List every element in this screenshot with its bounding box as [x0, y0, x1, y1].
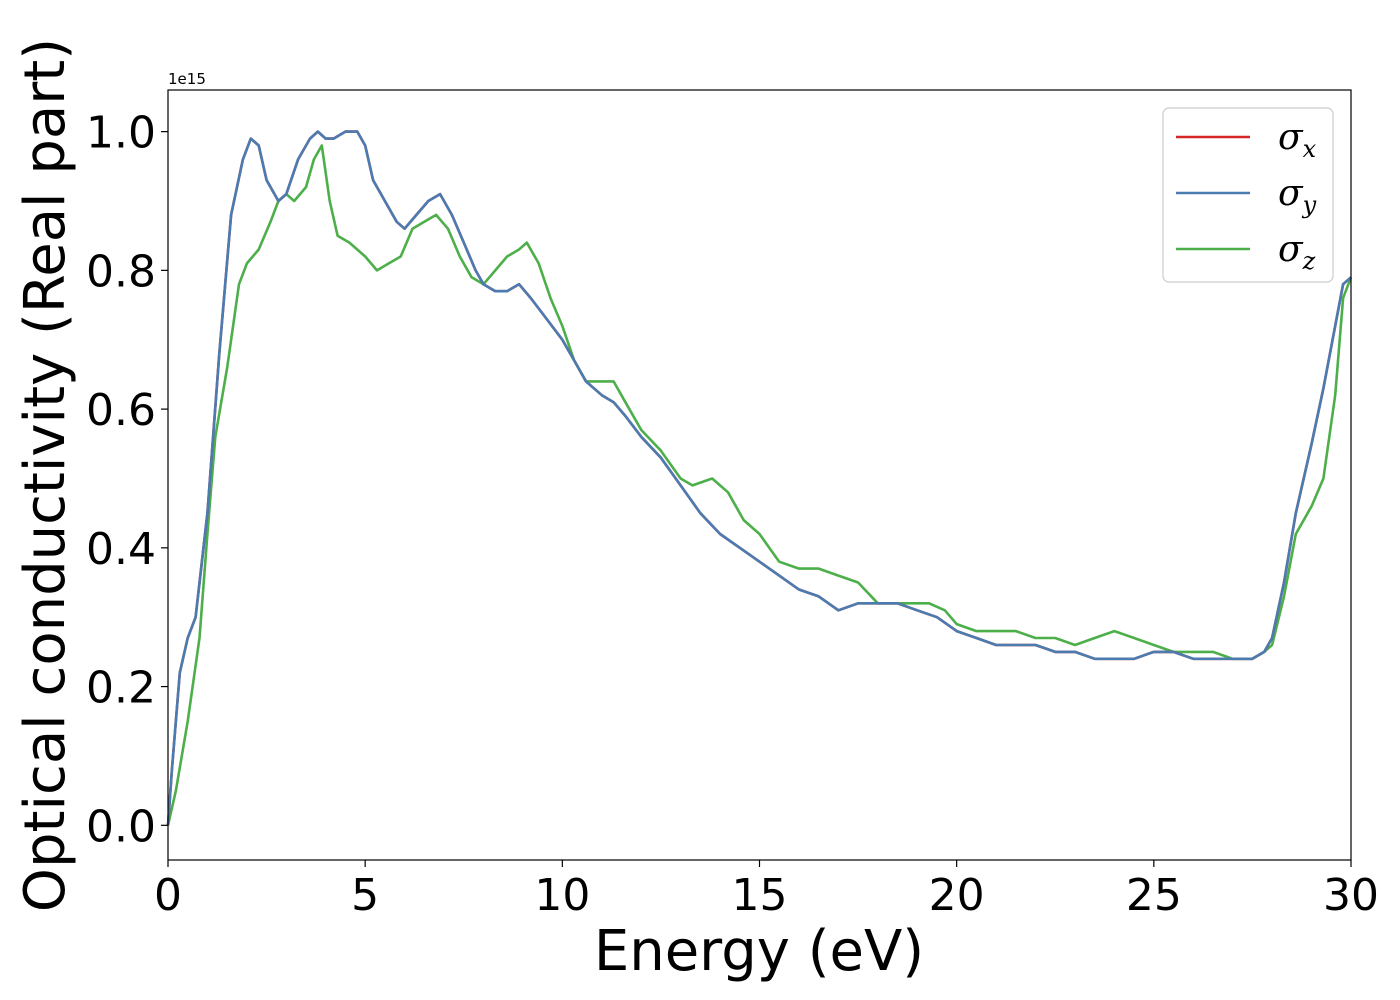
y-tick-label: 0.6 — [86, 385, 156, 436]
x-tick-label: 15 — [732, 870, 788, 921]
x-tick-label: 5 — [351, 870, 379, 921]
y-axis: 0.0 0.2 0.4 0.6 0.8 1.0 — [86, 108, 168, 852]
y-tick-label: 1.0 — [86, 108, 156, 159]
y-axis-title: Optical conductivity (Real part) — [13, 38, 78, 912]
y-tick-label: 0.8 — [86, 246, 156, 297]
y-tick-label: 0.0 — [86, 801, 156, 852]
x-tick-label: 10 — [534, 870, 590, 921]
x-axis-title: Energy (eV) — [594, 919, 924, 984]
y-tick-label: 0.2 — [86, 663, 156, 714]
x-tick-label: 0 — [154, 870, 182, 921]
legend-label-y: σy — [1278, 173, 1317, 219]
series-layer — [166, 130, 1353, 826]
legend-label-x: σx — [1278, 117, 1317, 163]
x-tick-label: 25 — [1126, 870, 1182, 921]
series-line-z — [166, 144, 1353, 826]
x-tick-label: 20 — [929, 870, 985, 921]
x-tick-label: 30 — [1323, 870, 1379, 921]
x-axis: 0 5 10 15 20 25 30 — [154, 860, 1379, 921]
legend: σx σy σz — [1162, 107, 1334, 283]
series-line-y — [166, 130, 1352, 826]
legend-label-z: σz — [1278, 229, 1316, 275]
y-tick-label: 0.4 — [86, 524, 156, 575]
y-offset-label: 1e15 — [168, 70, 206, 88]
legend-box — [1162, 107, 1334, 283]
